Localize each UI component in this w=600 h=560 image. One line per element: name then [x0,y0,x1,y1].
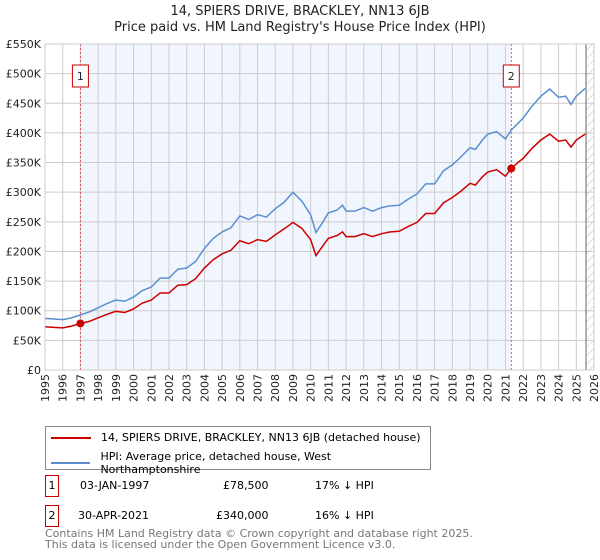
y-tick-label: £50K [13,334,42,347]
x-tick-label: 2022 [517,374,530,402]
x-tick-label: 2005 [216,374,229,402]
x-tick-label: 2002 [163,374,176,402]
y-tick-label: £200K [6,245,42,258]
x-tick-label: 2010 [305,374,318,402]
plot-border [44,43,595,371]
x-tick-label: 2007 [252,374,265,402]
x-tick-label: 1996 [57,374,70,402]
x-tick-label: 2011 [322,374,335,402]
legend-label-hpi: HPI: Average price, detached house, West… [100,450,332,476]
x-tick-label: 2026 [588,374,600,402]
plot-area: 1995 1996 1997 1998 1999 2000 2001 2002 2003 2004… [6,38,600,402]
forecast-hatch [586,44,594,370]
x-tick-label: 2017 [429,374,442,402]
sale-marker-label: 1 [77,70,84,83]
ownership-shading [80,44,512,370]
y-tick-label: £100K [6,305,42,318]
x-tick-label: 1997 [74,374,87,402]
sale-point [507,164,516,173]
x-tick-label: 2014 [375,374,388,402]
y-tick-label: £400K [6,127,42,140]
sale-date: 30-APR-2021 [78,509,150,522]
x-tick-label: 2015 [393,374,406,402]
sale-marker-box [71,64,89,88]
chart-title: 14, SPIERS DRIVE, BRACKLEY, NN13 6JB [170,4,430,19]
y-tick-label: £300K [6,186,42,199]
legend-label-price: 14, SPIERS DRIVE, BRACKLEY, NN13 6JB (de… [101,431,421,444]
sale-hpi: 16% ↓ HPI [315,509,374,522]
sale-price: £78,500 [223,479,269,492]
x-tick-label: 2024 [553,374,566,402]
chart-subtitle: Price paid vs. HM Land Registry's House … [114,20,486,35]
x-tick-label: 2018 [446,374,459,402]
x-tick-label: 2012 [340,374,353,402]
price-paid-line [44,133,586,329]
sale-row-2: 2 30-APR-2021 £340,000 16% ↓ HPI [45,505,545,527]
x-tick-label: 2003 [181,374,194,402]
x-tick-label: 2008 [269,374,282,402]
x-tick-label: 2001 [145,374,158,402]
sale-date: 03-JAN-1997 [80,479,150,492]
x-tick-label: 2013 [358,374,371,402]
x-tick-label: 2009 [287,374,300,402]
sale-point [76,319,85,328]
y-tick-label: £500K [6,68,42,81]
sale-marker-label: 2 [508,70,515,83]
sale-row-1: 1 03-JAN-1997 £78,500 17% ↓ HPI [45,475,545,497]
sale-badge: 2 [45,505,59,527]
x-tick-label: 2016 [411,374,424,402]
y-tick-label: £550K [6,38,42,51]
sale-badge: 1 [45,475,59,497]
x-tick-label: 1995 [39,374,52,402]
x-tick-label: 2023 [535,374,548,402]
legend-swatch-price [51,436,91,439]
x-tick-label: 1999 [110,374,123,402]
hpi-line [44,87,586,321]
footer: Contains HM Land Registry data © Crown c… [45,528,473,550]
sale-hpi: 17% ↓ HPI [315,479,374,492]
y-tick-label: £150K [6,275,42,288]
legend-swatch-hpi [51,462,91,464]
x-tick-label: 2006 [234,374,247,402]
sale-price: £340,000 [216,509,269,522]
y-tick-label: £250K [6,216,42,229]
x-tick-label: 2004 [198,374,211,402]
footer-line-2: This data is licensed under the Open Gov… [45,538,396,551]
x-tick-label: 1998 [92,374,105,402]
x-tick-label: 2021 [499,374,512,402]
x-tick-label: 2025 [570,374,583,402]
x-tick-label: 2019 [464,374,477,402]
x-tick-label: 2020 [482,374,495,402]
y-tick-label: £0 [27,364,41,377]
x-tick-label: 2000 [128,374,141,402]
y-tick-label: £450K [6,97,42,110]
footer-line-1: Contains HM Land Registry data © Crown c… [45,527,473,540]
legend: 14, SPIERS DRIVE, BRACKLEY, NN13 6JB (de… [45,426,431,476]
y-tick-label: £350K [6,157,42,170]
sale-marker-box [502,64,520,88]
